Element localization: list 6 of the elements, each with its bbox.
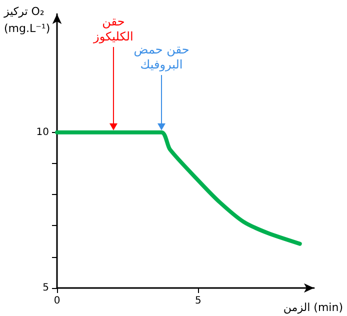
x-axis-title: الزمن (min) xyxy=(283,301,343,314)
y-tick-label: 10 xyxy=(36,126,49,138)
x-tick-label: 0 xyxy=(54,296,60,306)
annotation: حقن الكليكوز xyxy=(92,14,134,44)
line-series xyxy=(55,130,302,246)
annotation: حقن حمض البروفيك xyxy=(134,42,190,72)
